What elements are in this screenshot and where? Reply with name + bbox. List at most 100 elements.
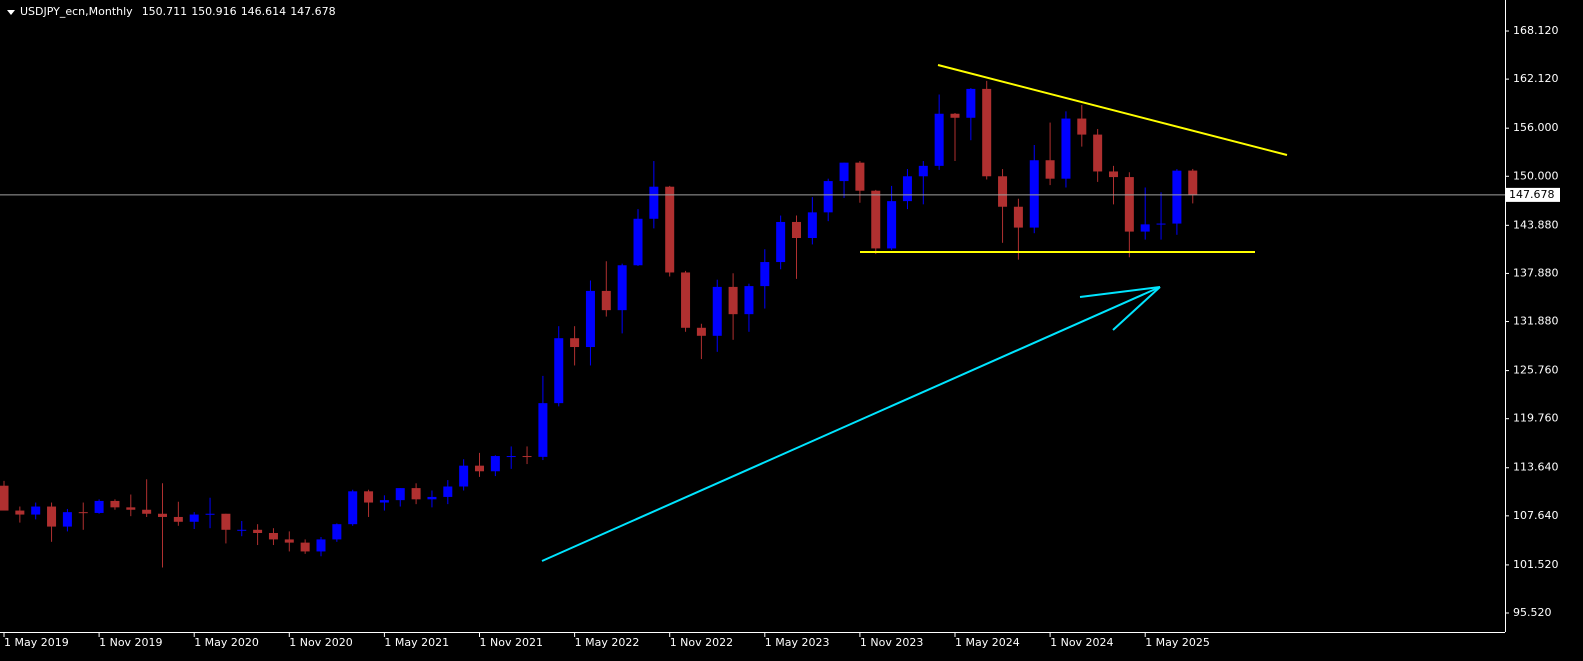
candle-body — [475, 465, 484, 472]
arrow-head — [1112, 286, 1161, 331]
candle-body — [792, 221, 801, 239]
candle-body — [189, 514, 199, 522]
candle-body — [1013, 206, 1023, 228]
candle-body — [585, 290, 595, 348]
candle-body — [221, 513, 231, 530]
y-tick-label: 101.520 — [1513, 558, 1559, 571]
candle-body — [47, 506, 57, 527]
candle-body — [871, 190, 881, 249]
candle-body — [1156, 223, 1166, 225]
x-tick-label: 1 Nov 2023 — [860, 636, 923, 649]
candle-body — [1061, 118, 1071, 179]
candle-body — [411, 488, 421, 500]
x-tick-label: 1 Nov 2022 — [670, 636, 733, 649]
candle-body — [823, 181, 833, 213]
candle-body — [173, 516, 183, 522]
candle-body — [31, 506, 41, 515]
x-tick-label: 1 Nov 2024 — [1050, 636, 1113, 649]
x-tick-label: 1 May 2022 — [575, 636, 640, 649]
candle-body — [1093, 134, 1103, 172]
candle-body — [998, 176, 1008, 207]
y-tick-label: 131.880 — [1513, 315, 1559, 328]
candle-body — [728, 286, 738, 315]
candle-body — [918, 165, 928, 177]
candle-body — [268, 532, 278, 540]
resistance-trendline — [937, 64, 1288, 156]
candle-body — [427, 496, 437, 500]
y-tick-label: 168.120 — [1513, 24, 1559, 37]
candle-body — [744, 286, 754, 315]
y-tick-label: 119.760 — [1513, 412, 1559, 425]
arrow-head — [1079, 286, 1161, 298]
arrow-shaft — [541, 286, 1161, 562]
candle-body — [94, 500, 104, 513]
candle-body — [316, 539, 326, 552]
x-tick-label: 1 Nov 2020 — [289, 636, 352, 649]
x-tick-label: 1 Nov 2019 — [99, 636, 162, 649]
candle-body — [665, 186, 675, 273]
candle-body — [443, 486, 453, 497]
x-tick-label: 1 May 2023 — [765, 636, 830, 649]
candle-body — [966, 88, 976, 118]
candle-body — [395, 488, 405, 501]
candle-body — [1077, 118, 1087, 135]
candle-body — [681, 272, 691, 328]
candle-body — [1140, 224, 1150, 232]
candle-body — [1045, 160, 1055, 179]
y-tick-label: 162.120 — [1513, 72, 1559, 85]
candle-body — [1029, 160, 1039, 228]
candle-body — [633, 218, 643, 266]
candle-body — [0, 485, 9, 511]
current-price-box — [1506, 187, 1560, 202]
x-tick-label: 1 May 2019 — [4, 636, 69, 649]
chart-header: USDJPY_ecn,Monthly 150.711 150.916 146.614 1… — [20, 5, 336, 18]
candle-body — [601, 290, 611, 311]
candle-body — [982, 88, 992, 177]
candle-body — [617, 265, 627, 311]
candle-body — [887, 201, 897, 249]
candle-body — [855, 162, 865, 191]
candle-body — [1109, 171, 1118, 178]
candles — [0, 80, 1198, 568]
candle-body — [110, 500, 120, 508]
candle-body — [62, 512, 72, 527]
y-tick-label: 150.000 — [1513, 169, 1559, 182]
candle-body — [522, 456, 532, 458]
candle-body — [554, 338, 564, 404]
y-tick-label: 137.880 — [1513, 266, 1559, 279]
candle-body — [696, 327, 706, 336]
y-tick-label: 113.640 — [1513, 461, 1559, 474]
candle-body — [142, 509, 152, 514]
y-tick-label: 156.000 — [1513, 121, 1559, 134]
candle-body — [506, 456, 516, 458]
x-tick-label: 1 May 2021 — [384, 636, 449, 649]
candle-body — [78, 512, 88, 514]
x-tick-label: 1 May 2020 — [194, 636, 259, 649]
candle-body — [364, 491, 374, 503]
current-price-label: 147.678 — [1509, 188, 1555, 201]
candle-body — [300, 542, 310, 552]
candle-body — [459, 465, 469, 487]
chart-title: USDJPY_ecn,Monthly — [20, 5, 133, 18]
y-tick-label: 107.640 — [1513, 509, 1559, 522]
candle-body — [902, 176, 912, 202]
candle-body — [1188, 170, 1198, 195]
candle-body — [570, 338, 580, 348]
candle-body — [158, 513, 167, 517]
candle-body — [934, 113, 944, 166]
high-value: 150.916 — [191, 5, 237, 18]
candle-body — [1124, 177, 1134, 232]
x-tick-label: 1 Nov 2021 — [480, 636, 543, 649]
candle-body — [253, 529, 263, 533]
candle-body — [950, 113, 960, 118]
candle-body — [807, 212, 817, 239]
menu-triangle[interactable] — [7, 10, 15, 15]
candle-body — [712, 286, 722, 336]
y-tick-label: 125.760 — [1513, 364, 1559, 377]
candle-body — [348, 491, 358, 525]
candle-body — [284, 539, 294, 543]
x-tick-label: 1 May 2025 — [1145, 636, 1210, 649]
candle-body — [776, 221, 786, 263]
